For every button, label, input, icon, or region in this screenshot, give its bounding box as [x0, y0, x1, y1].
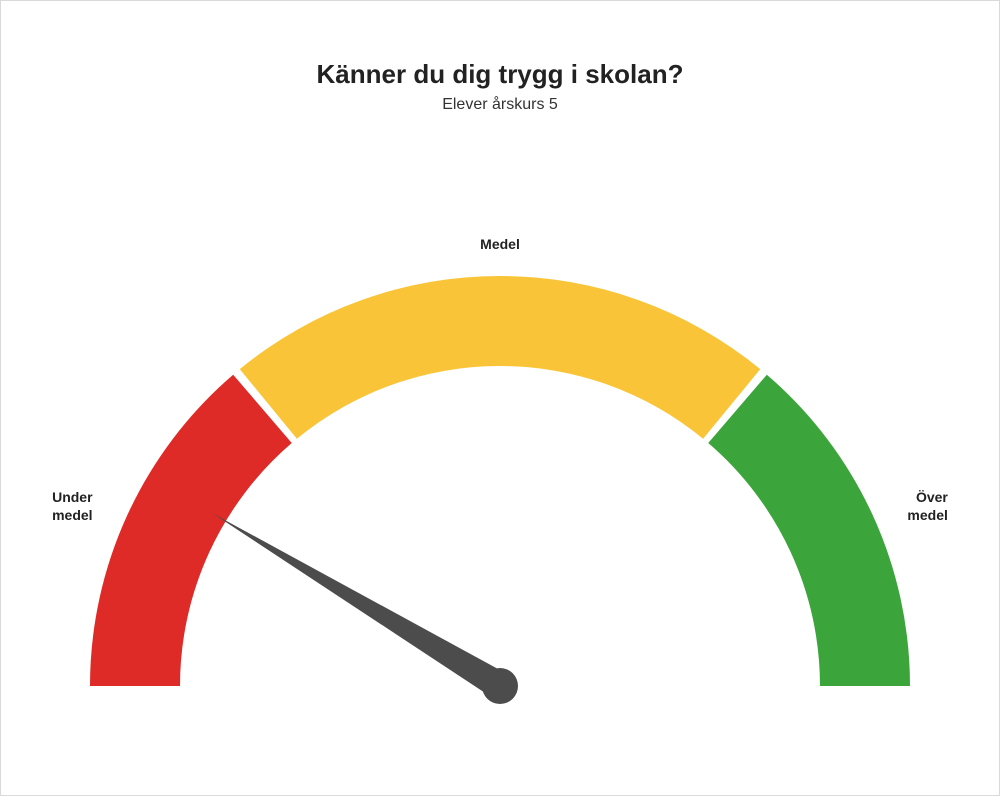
segment-label-under-medel: Under medel — [52, 489, 112, 524]
chart-frame: Känner du dig trygg i skolan? Elever års… — [0, 0, 1000, 796]
gauge-svg — [50, 151, 950, 711]
gauge-hub — [482, 668, 518, 704]
gauge-needle — [213, 513, 507, 698]
chart-title: Känner du dig trygg i skolan? — [1, 59, 999, 90]
gauge-segment-0 — [90, 375, 292, 686]
gauge-segment-1 — [240, 276, 760, 439]
gauge-chart: Under medel Medel Över medel — [50, 151, 950, 711]
gauge-segment-2 — [708, 375, 910, 686]
segment-label-medel: Medel — [460, 236, 540, 254]
titles: Känner du dig trygg i skolan? Elever års… — [1, 59, 999, 114]
chart-subtitle: Elever årskurs 5 — [1, 96, 999, 114]
segment-label-over-medel: Över medel — [888, 489, 948, 524]
